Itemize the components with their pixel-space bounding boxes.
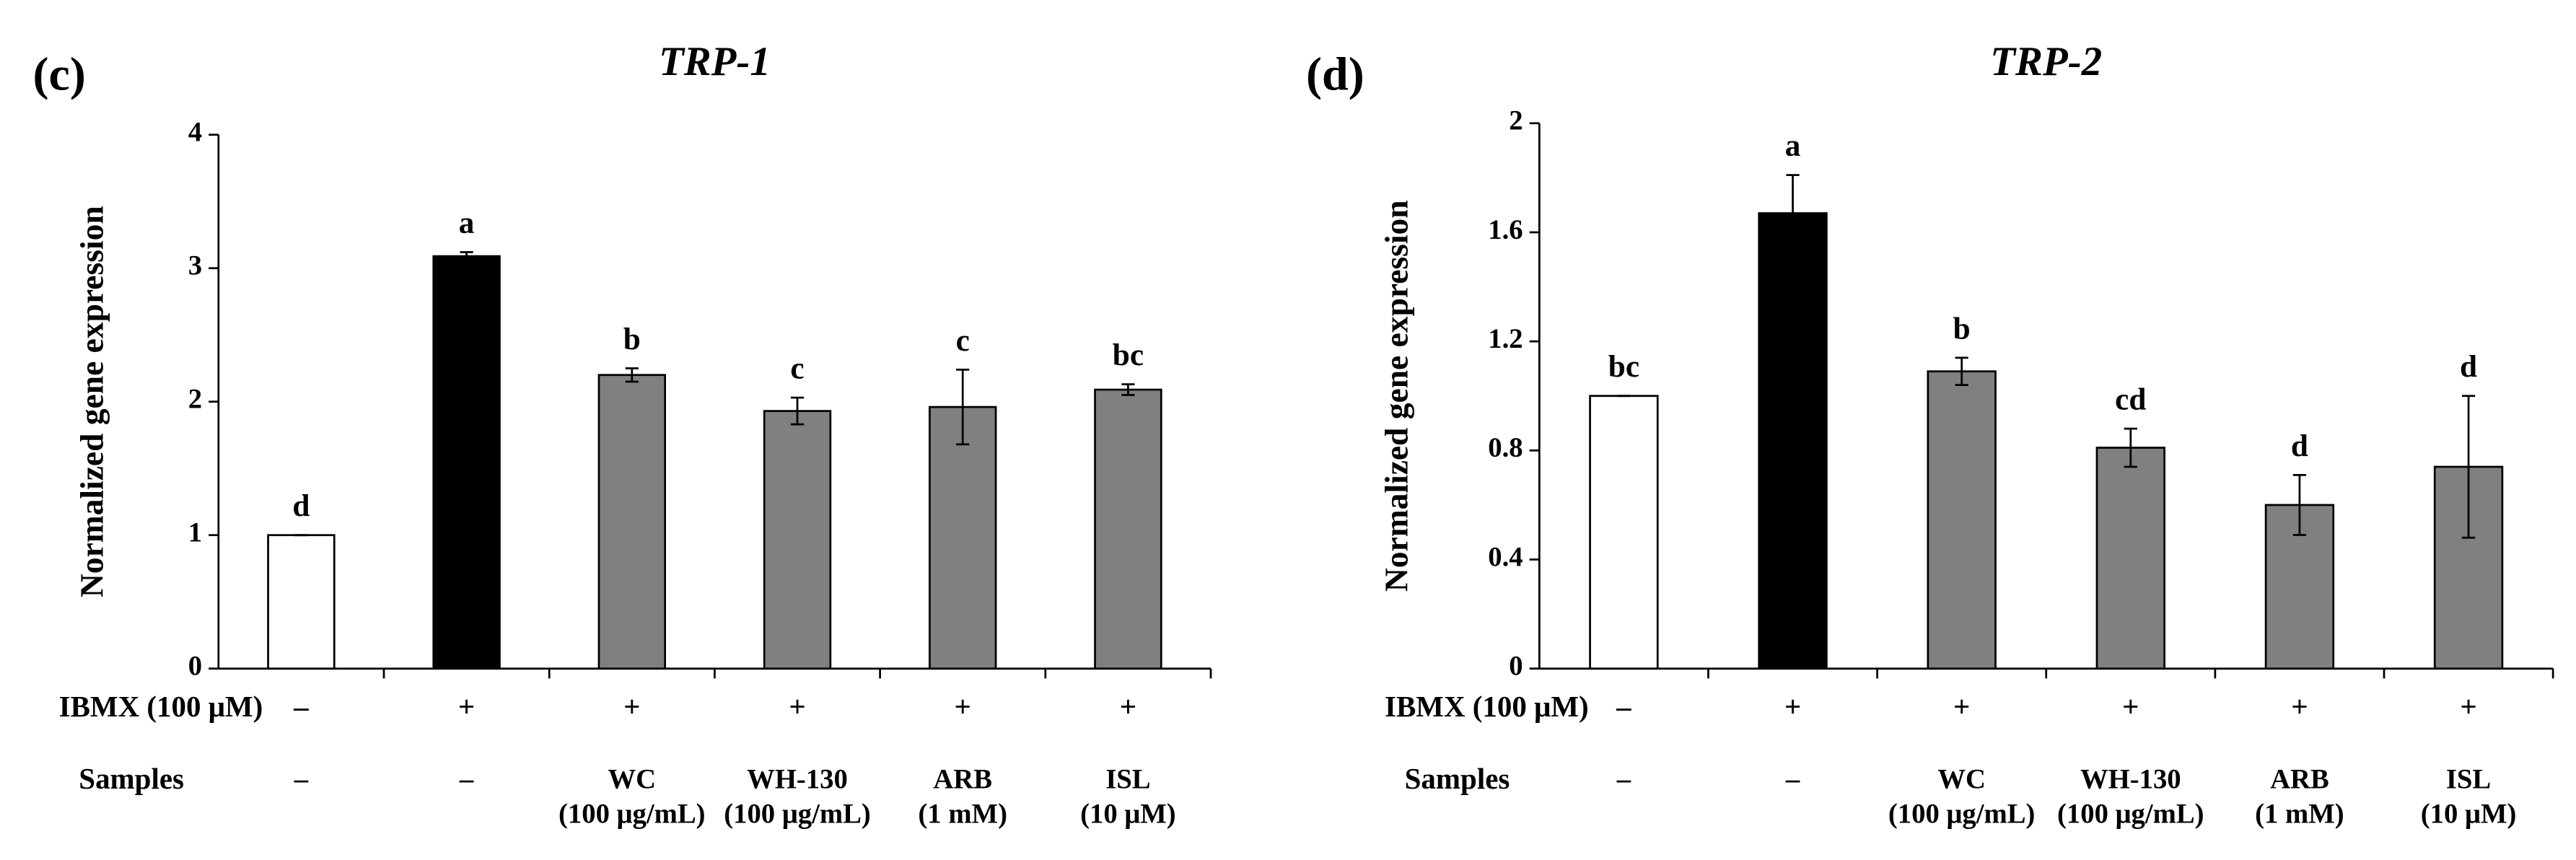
sample-label: – bbox=[459, 765, 474, 795]
y-axis-label: Normalized gene expression bbox=[1377, 200, 1414, 592]
y-tick-label: 0 bbox=[188, 651, 202, 682]
bar bbox=[1094, 388, 1162, 670]
bar bbox=[1589, 395, 1659, 670]
ibmx-sign: + bbox=[1784, 690, 1801, 723]
data-label: bc bbox=[1113, 338, 1144, 372]
ibmx-sign: + bbox=[2291, 690, 2308, 723]
y-tick-label: 1 bbox=[188, 518, 202, 548]
y-axis-label: Normalized gene expression bbox=[74, 206, 110, 597]
sample-label: (10 μM) bbox=[2421, 799, 2517, 829]
data-label: cd bbox=[2115, 382, 2146, 417]
sample-label: WC bbox=[608, 765, 656, 795]
sample-label: (100 μg/mL) bbox=[1888, 799, 2036, 829]
y-tick-label: 2 bbox=[1509, 106, 1523, 136]
ibmx-sign: – bbox=[1616, 690, 1631, 723]
data-label: c bbox=[790, 351, 804, 386]
row-label: IBMX (100 μM) bbox=[1385, 690, 1589, 723]
sample-label: ARB bbox=[933, 765, 992, 795]
data-label: d bbox=[292, 488, 310, 523]
y-tick-label: 4 bbox=[188, 118, 202, 148]
sample-label: – bbox=[294, 765, 309, 795]
sample-label: ISL bbox=[1105, 765, 1150, 795]
ibmx-sign: + bbox=[955, 690, 971, 723]
bar bbox=[763, 410, 832, 670]
sample-label: (10 μM) bbox=[1080, 799, 1176, 829]
sample-label: – bbox=[1616, 765, 1631, 795]
chart-title: TRP-2 bbox=[1990, 39, 2102, 84]
sample-label: (100 μg/mL) bbox=[2057, 799, 2204, 829]
sample-label: WC bbox=[1937, 765, 1986, 795]
y-tick-label: 0.4 bbox=[1488, 542, 1523, 572]
panel-label: (d) bbox=[1306, 48, 1364, 100]
data-label: a bbox=[1785, 128, 1801, 163]
data-label: d bbox=[2460, 349, 2477, 384]
sample-label: WH-130 bbox=[747, 765, 848, 795]
sample-label: (100 μg/mL) bbox=[724, 799, 871, 829]
ibmx-sign: + bbox=[789, 690, 805, 723]
row-label: Samples bbox=[1405, 762, 1510, 795]
y-tick-label: 1.6 bbox=[1488, 215, 1523, 245]
bar bbox=[928, 405, 997, 670]
data-label: c bbox=[956, 323, 970, 358]
y-tick-label: 1.2 bbox=[1488, 324, 1523, 354]
sample-label: – bbox=[1785, 765, 1800, 795]
sample-label: (100 μg/mL) bbox=[558, 799, 706, 829]
data-label: b bbox=[623, 322, 641, 356]
ibmx-sign: + bbox=[2460, 690, 2476, 723]
ibmx-sign: + bbox=[458, 690, 475, 723]
panel-label: (c) bbox=[33, 48, 86, 100]
bar bbox=[432, 255, 501, 670]
sample-label: (1 mM) bbox=[2255, 799, 2344, 829]
ibmx-sign: + bbox=[623, 690, 640, 723]
bar bbox=[1927, 370, 1997, 670]
bar bbox=[1758, 212, 1828, 670]
data-label: d bbox=[2291, 429, 2308, 463]
bar bbox=[597, 374, 667, 670]
sample-label: ISL bbox=[2446, 765, 2491, 795]
y-tick-label: 2 bbox=[188, 385, 202, 415]
ibmx-sign: – bbox=[293, 690, 309, 723]
data-label: a bbox=[459, 206, 475, 240]
bar bbox=[267, 534, 336, 670]
bar bbox=[2095, 447, 2165, 670]
y-tick-label: 0.8 bbox=[1488, 433, 1523, 463]
sample-label: (1 mM) bbox=[918, 799, 1007, 829]
ibmx-sign: + bbox=[2122, 690, 2139, 723]
sample-label: ARB bbox=[2270, 765, 2329, 795]
y-tick-label: 3 bbox=[188, 251, 202, 281]
data-label: b bbox=[1953, 311, 1971, 346]
y-tick-label: 0 bbox=[1509, 651, 1523, 682]
ibmx-sign: + bbox=[1120, 690, 1136, 723]
row-label: Samples bbox=[79, 762, 184, 795]
chart-title: TRP-1 bbox=[659, 39, 771, 84]
sample-label: WH-130 bbox=[2080, 765, 2181, 795]
row-label: IBMX (100 μM) bbox=[59, 690, 263, 723]
ibmx-sign: + bbox=[1953, 690, 1970, 723]
data-label: bc bbox=[1608, 349, 1639, 384]
